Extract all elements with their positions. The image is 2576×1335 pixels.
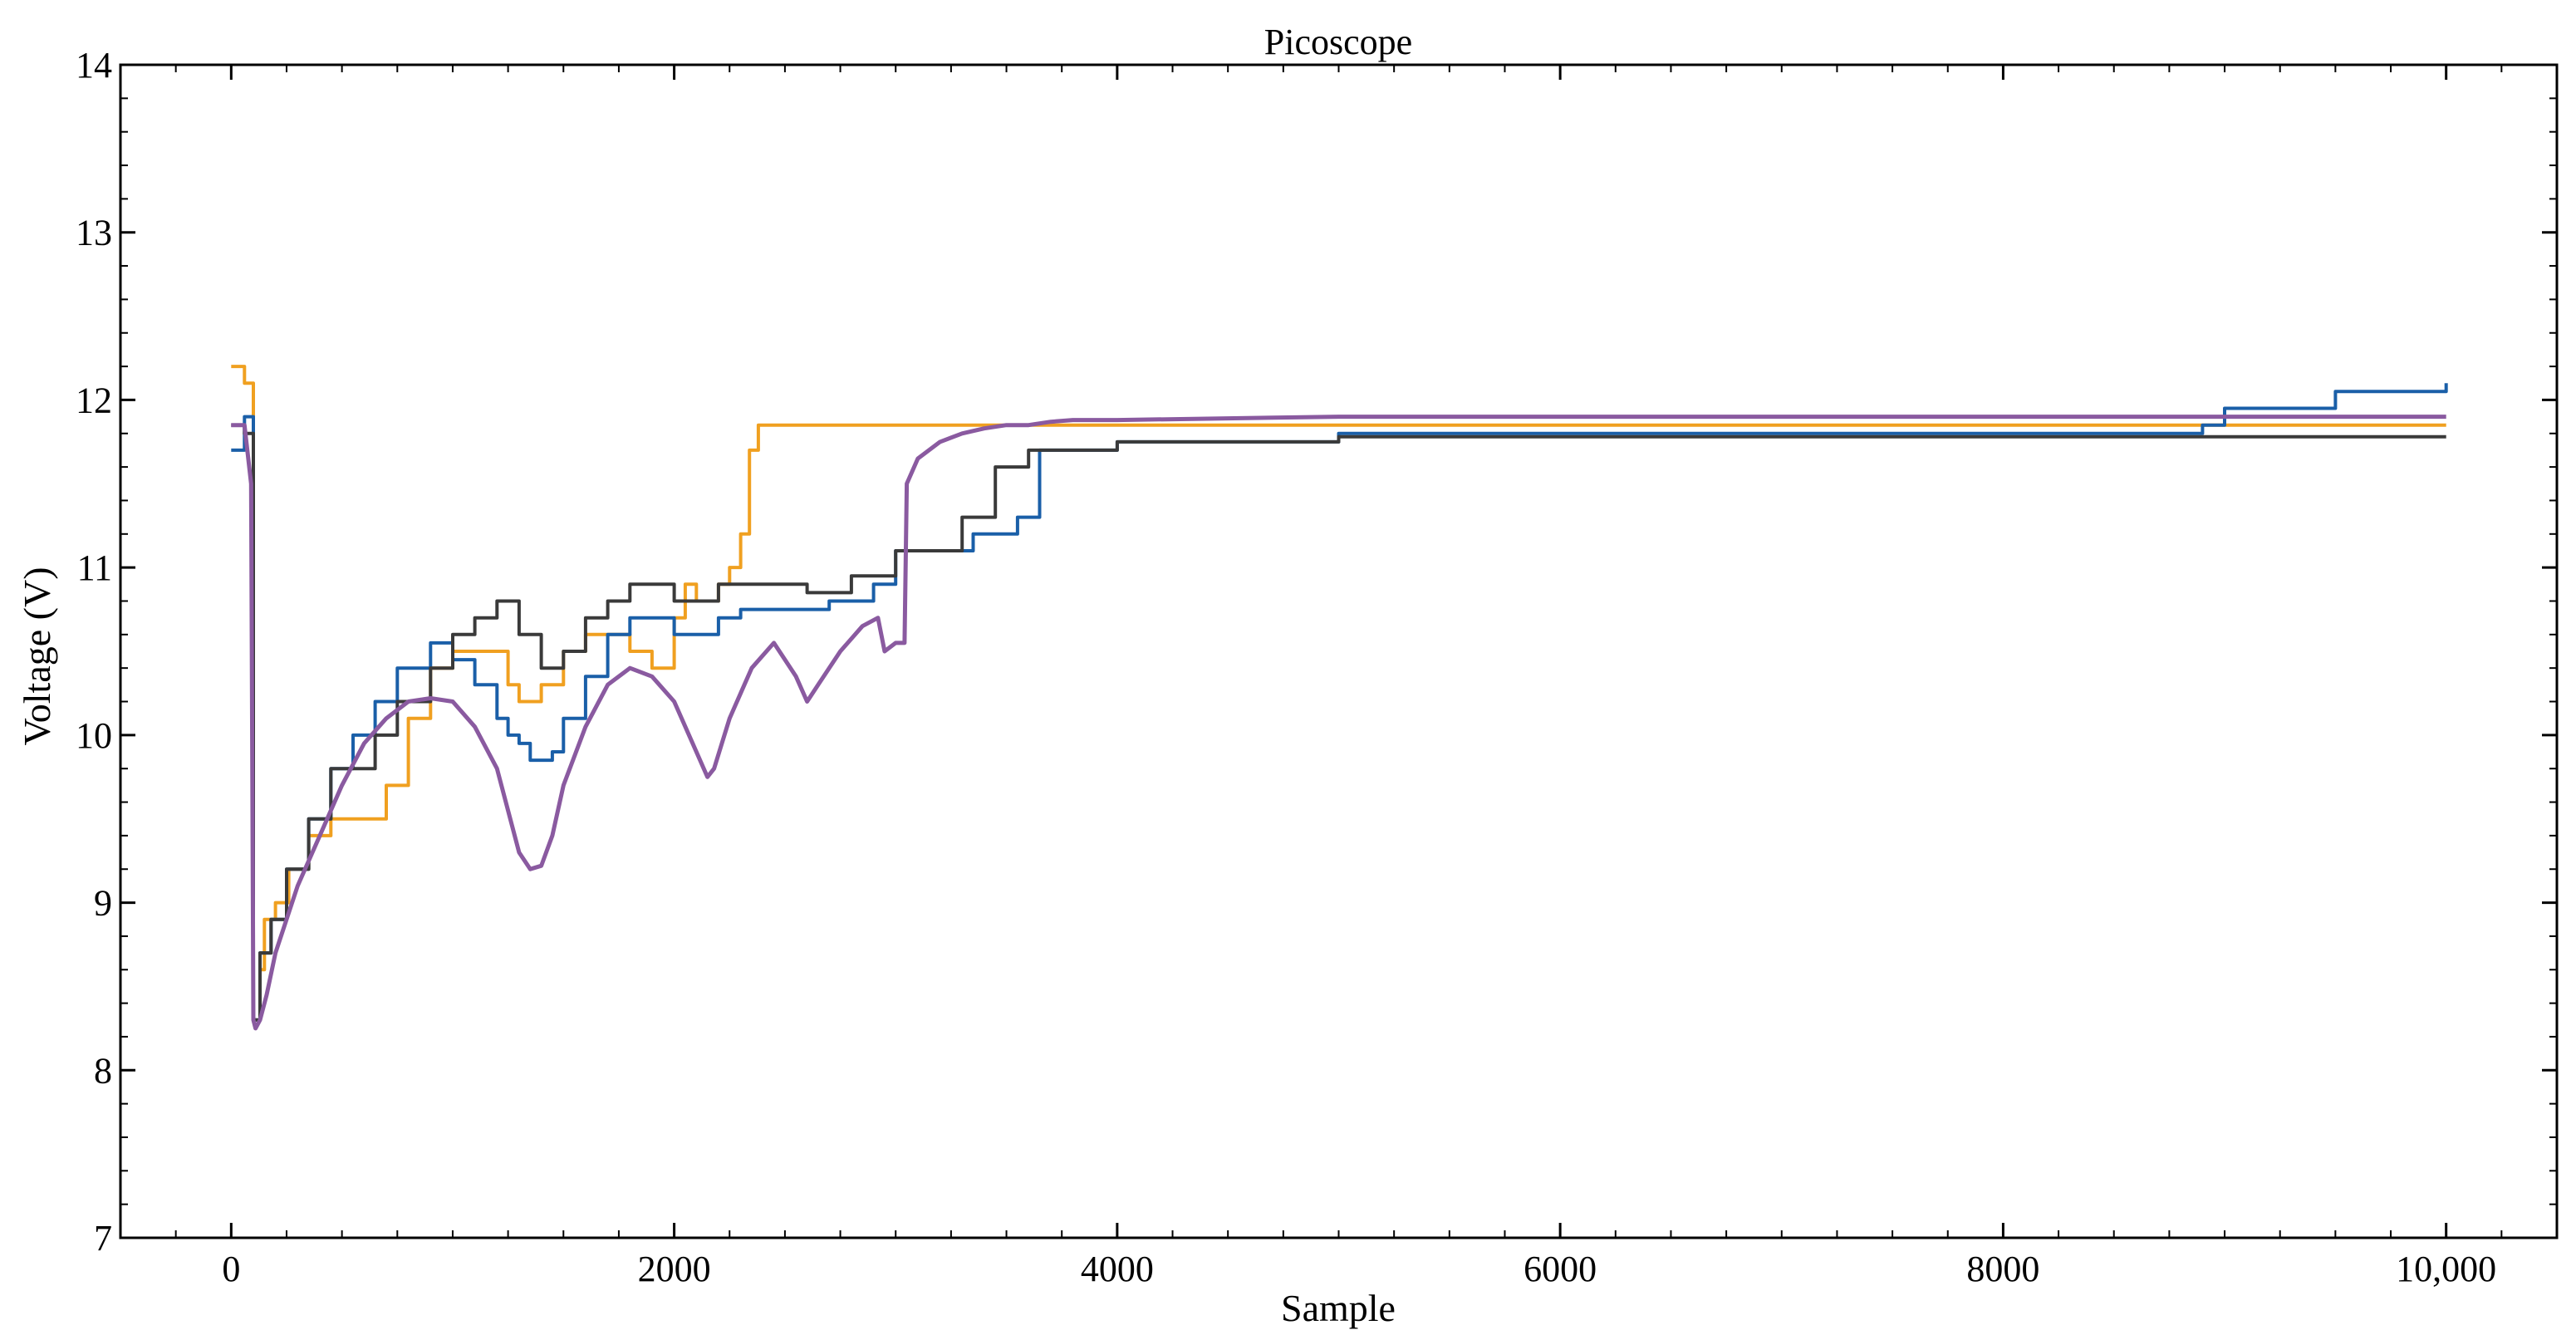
x-tick-label: 2000 xyxy=(638,1249,711,1289)
y-tick-label: 8 xyxy=(94,1050,112,1091)
series-layer xyxy=(231,365,2448,1031)
y-tick-label: 7 xyxy=(94,1218,112,1259)
chart-title: Picoscope xyxy=(1264,22,1412,62)
x-tick-label: 8000 xyxy=(1966,1249,2039,1289)
series-line-orange xyxy=(231,365,2446,1022)
y-tick-label: 11 xyxy=(77,547,112,588)
series-line-dark-gray xyxy=(231,423,2446,1022)
y-tick-label: 13 xyxy=(76,213,112,253)
series-line-purple xyxy=(231,415,2446,1031)
y-axis-label: Voltage (V) xyxy=(16,567,58,745)
x-tick-label: 6000 xyxy=(1524,1249,1597,1289)
x-axis-label: Sample xyxy=(1281,1287,1396,1329)
x-tick-label: 10,000 xyxy=(2396,1249,2496,1289)
y-tick-label: 10 xyxy=(76,715,112,756)
x-tick-label: 0 xyxy=(222,1249,240,1289)
y-tick-label: 12 xyxy=(76,380,112,420)
series-line-blue xyxy=(231,383,2448,1022)
y-tick-label: 9 xyxy=(94,883,112,924)
y-tick-label: 14 xyxy=(76,45,112,86)
plot-frame xyxy=(119,63,2559,1239)
x-tick-label: 4000 xyxy=(1081,1249,1154,1289)
